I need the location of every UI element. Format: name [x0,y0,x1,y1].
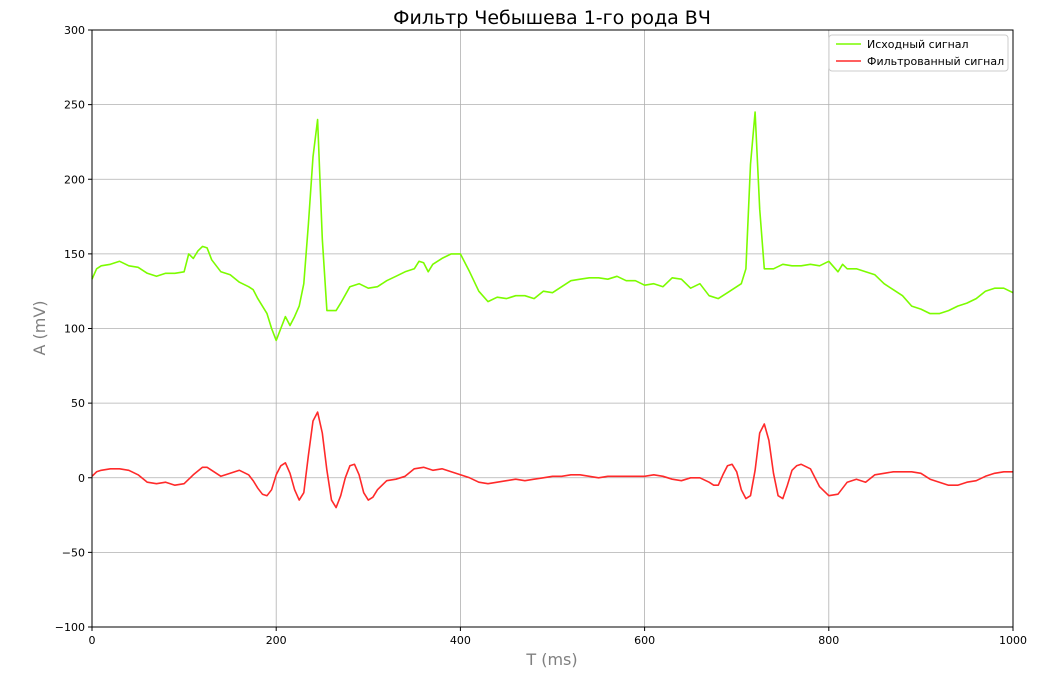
legend: Исходный сигнал Фильтрованный сигнал [828,34,1009,72]
y-tick-label: 200 [64,173,85,186]
x-axis-label: T (ms) [525,650,577,669]
x-tick-label: 400 [450,634,471,647]
legend-label-filtered: Фильтрованный сигнал [867,55,1004,68]
y-tick-label: 0 [78,472,85,485]
y-tick-label: −50 [62,546,85,559]
y-axis-label: A (mV) [30,300,49,355]
y-tick-label: −100 [55,621,85,634]
y-tick-label: 250 [64,99,85,112]
y-tick-label: 150 [64,248,85,261]
legend-label-original: Исходный сигнал [867,38,969,51]
chart-title: Фильтр Чебышева 1-го рода ВЧ [393,7,711,29]
x-tick-label: 600 [634,634,655,647]
x-axis-ticks: 0 200 400 600 800 1000 [89,627,1027,647]
y-tick-label: 50 [71,397,85,410]
x-tick-label: 800 [818,634,839,647]
series-group [91,111,1014,509]
series-line-original [91,111,1014,342]
legend-box [828,34,1009,72]
x-tick-label: 0 [89,634,96,647]
y-axis-ticks: −100 −50 0 50 100 150 200 250 300 [55,24,92,634]
x-tick-label: 1000 [999,634,1027,647]
y-tick-label: 100 [64,323,85,336]
x-tick-label: 200 [266,634,287,647]
grid [91,29,1014,628]
series-line-filtered [91,411,1013,509]
y-tick-label: 300 [64,24,85,37]
